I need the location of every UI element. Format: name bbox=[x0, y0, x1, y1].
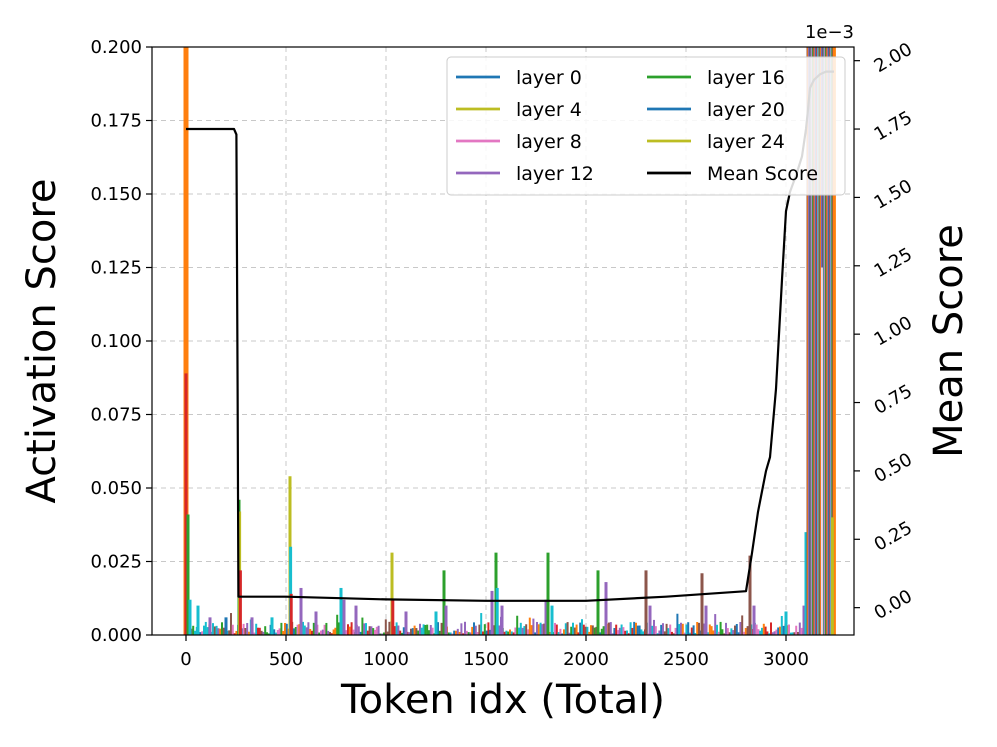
x-axis-title: Token idx (Total) bbox=[340, 677, 665, 723]
legend-label: layer 20 bbox=[707, 99, 785, 121]
x-tick-label: 1500 bbox=[463, 649, 509, 670]
legend-label: layer 4 bbox=[516, 99, 582, 121]
y-tick-label: 0.150 bbox=[90, 184, 142, 205]
x-tick-label: 1000 bbox=[363, 649, 409, 670]
y-axis-ticks: 0.000 0.025 0.050 0.075 0.100 0.125 0.150 0.175… bbox=[90, 37, 152, 646]
legend-label: layer 16 bbox=[707, 67, 785, 89]
y-tick-label: 0.025 bbox=[90, 552, 142, 573]
y-tick-label: 0.075 bbox=[90, 405, 142, 426]
y2-offset-text: 1e−3 bbox=[805, 22, 854, 43]
legend-box bbox=[446, 56, 846, 196]
x-axis-ticks: 0 500 1000 1500 2000 2500 3000 bbox=[180, 635, 809, 670]
legend-label: layer 0 bbox=[516, 67, 582, 89]
legend-label: layer 12 bbox=[516, 163, 594, 185]
y-tick-label: 0.000 bbox=[90, 625, 142, 646]
x-tick-label: 2500 bbox=[663, 649, 709, 670]
x-tick-label: 0 bbox=[180, 649, 191, 670]
legend: layer 0 layer 4 layer 8 layer 12 layer 16 lay… bbox=[446, 56, 846, 196]
legend-label: layer 8 bbox=[516, 131, 582, 153]
x-tick-label: 2000 bbox=[563, 649, 609, 670]
x-tick-label: 3000 bbox=[763, 649, 809, 670]
y-axis-title: Activation Score bbox=[19, 179, 65, 504]
y-tick-label: 0.050 bbox=[90, 478, 142, 499]
y-tick-label: 0.125 bbox=[90, 258, 142, 279]
x-tick-label: 500 bbox=[269, 649, 303, 670]
y-tick-label: 0.200 bbox=[90, 37, 142, 58]
legend-label: Mean Score bbox=[707, 163, 818, 185]
y-tick-label: 0.175 bbox=[90, 111, 142, 132]
y-tick-label: 0.100 bbox=[90, 331, 142, 352]
legend-label: layer 24 bbox=[707, 131, 785, 153]
y2-axis-title: Mean Score bbox=[926, 224, 972, 458]
